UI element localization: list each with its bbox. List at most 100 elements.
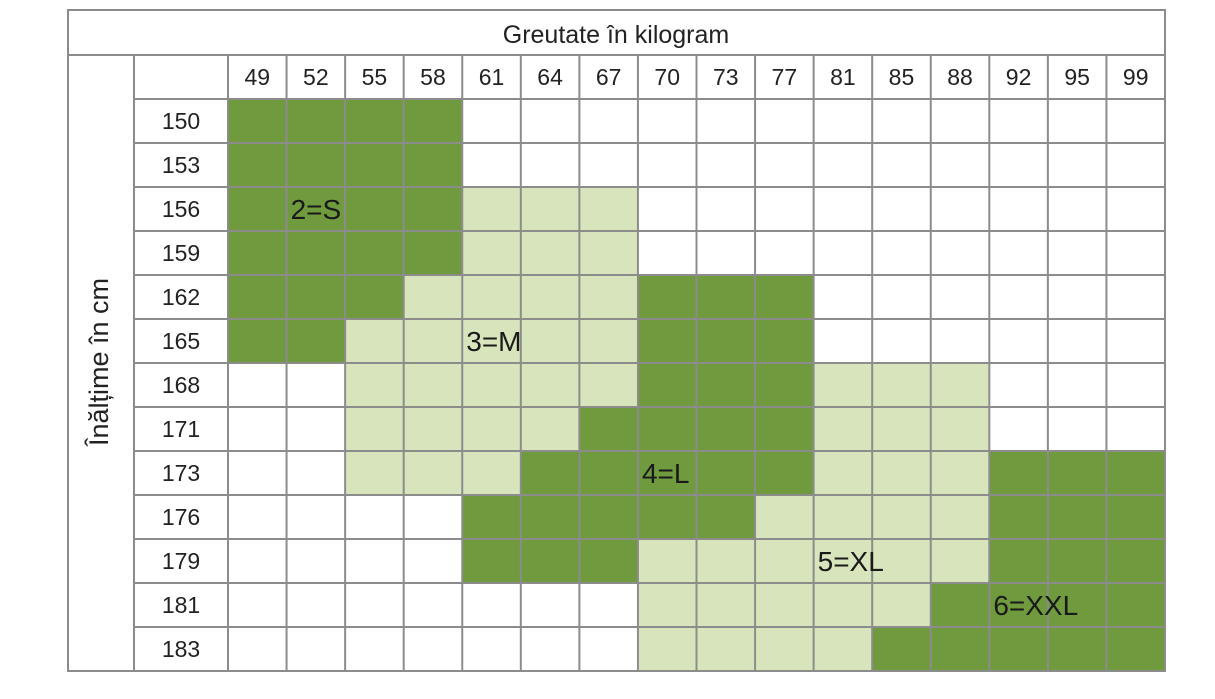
weight-tick-label: 88 — [947, 64, 973, 90]
size-cell-183-92 — [989, 627, 1048, 671]
size-cell-168-99 — [1106, 363, 1165, 407]
size-cell-153-99 — [1106, 143, 1165, 187]
size-cell-156-73 — [696, 187, 756, 231]
size-cell-168-81 — [813, 363, 873, 407]
height-tick-label: 181 — [162, 592, 200, 618]
size-cell-162-64 — [520, 275, 580, 319]
size-cell-173-55 — [345, 451, 404, 495]
size-cell-150-77 — [755, 99, 814, 143]
height-tick-label: 162 — [162, 284, 200, 310]
weight-tick-label: 77 — [772, 64, 798, 90]
size-cell-183-85 — [872, 627, 931, 671]
chart-title: Greutate în kilogram — [503, 21, 730, 49]
size-cell-162-58 — [403, 275, 463, 319]
size-cell-156-49 — [228, 187, 287, 231]
size-cell-165-70 — [637, 319, 697, 363]
size-cell-162-88 — [930, 275, 990, 319]
size-cell-181-95 — [1047, 583, 1107, 627]
size-cell-173-61 — [462, 451, 521, 495]
weight-tick-label: 67 — [596, 64, 622, 90]
weight-tick-label: 92 — [1006, 64, 1032, 90]
size-cell-171-64 — [520, 407, 580, 451]
size-cell-156-88 — [930, 187, 990, 231]
size-cell-159-81 — [813, 231, 873, 275]
size-cell-171-70 — [637, 407, 697, 451]
size-cell-162-52 — [286, 275, 346, 319]
size-cell-150-85 — [872, 99, 931, 143]
size-cell-173-85 — [872, 451, 931, 495]
size-cell-176-49 — [228, 495, 287, 539]
size-cell-173-88 — [930, 451, 990, 495]
size-cell-171-49 — [228, 407, 287, 451]
size-cell-183-61 — [462, 627, 521, 671]
size-cell-176-92 — [989, 495, 1048, 539]
size-cell-171-61 — [462, 407, 521, 451]
weight-tick-label: 52 — [303, 64, 329, 90]
size-cell-156-58 — [403, 187, 463, 231]
size-cell-181-73 — [696, 583, 756, 627]
size-cell-168-52 — [286, 363, 346, 407]
size-cell-179-61 — [462, 539, 521, 583]
size-cell-150-49 — [228, 99, 287, 143]
size-cell-181-52 — [286, 583, 346, 627]
y-axis-label: Înălțime în cm — [83, 278, 114, 447]
weight-tick-label: 55 — [362, 64, 388, 90]
size-cell-168-95 — [1047, 363, 1107, 407]
weight-tick-label: 81 — [830, 64, 856, 90]
size-cell-173-95 — [1047, 451, 1107, 495]
weight-tick-label: 95 — [1064, 64, 1090, 90]
size-cell-176-67 — [579, 495, 638, 539]
size-cell-183-99 — [1106, 627, 1165, 671]
size-cell-165-95 — [1047, 319, 1107, 363]
size-cell-162-95 — [1047, 275, 1107, 319]
size-cell-165-73 — [696, 319, 756, 363]
weight-tick-label: 73 — [713, 64, 739, 90]
size-cell-171-99 — [1106, 407, 1165, 451]
size-cell-162-49 — [228, 275, 287, 319]
size-cell-153-61 — [462, 143, 521, 187]
size-cell-168-88 — [930, 363, 990, 407]
size-cell-156-81 — [813, 187, 873, 231]
size-cell-150-55 — [345, 99, 404, 143]
size-cell-153-58 — [403, 143, 463, 187]
size-cell-179-73 — [696, 539, 756, 583]
size-cell-181-49 — [228, 583, 287, 627]
size-cell-176-55 — [345, 495, 404, 539]
weight-tick-label: 49 — [244, 64, 270, 90]
size-cell-168-58 — [403, 363, 463, 407]
size-cell-162-85 — [872, 275, 931, 319]
size-cell-150-61 — [462, 99, 521, 143]
size-cell-183-58 — [403, 627, 463, 671]
size-cell-171-92 — [989, 407, 1048, 451]
size-cell-183-77 — [755, 627, 814, 671]
size-cell-176-61 — [462, 495, 521, 539]
size-cell-156-61 — [462, 187, 521, 231]
size-cell-165-49 — [228, 319, 287, 363]
size-cell-156-67 — [579, 187, 638, 231]
size-cell-150-70 — [637, 99, 697, 143]
size-cell-171-85 — [872, 407, 931, 451]
weight-tick-label: 61 — [479, 64, 505, 90]
weight-tick-label: 99 — [1123, 64, 1149, 90]
size-cell-181-81 — [813, 583, 873, 627]
size-cell-181-70 — [637, 583, 697, 627]
size-cell-171-88 — [930, 407, 990, 451]
height-tick-label: 173 — [162, 460, 200, 486]
size-cell-176-73 — [696, 495, 756, 539]
size-cell-165-77 — [755, 319, 814, 363]
size-cell-153-73 — [696, 143, 756, 187]
size-cell-176-99 — [1106, 495, 1165, 539]
size-cell-165-61 — [462, 319, 521, 363]
weight-tick-label: 85 — [889, 64, 915, 90]
size-cell-156-77 — [755, 187, 814, 231]
size-cell-176-77 — [755, 495, 814, 539]
size-cell-159-99 — [1106, 231, 1165, 275]
size-cell-150-92 — [989, 99, 1048, 143]
size-cell-165-88 — [930, 319, 990, 363]
size-cell-153-52 — [286, 143, 346, 187]
size-cell-183-52 — [286, 627, 346, 671]
cells-layer — [228, 99, 1165, 671]
size-cell-159-92 — [989, 231, 1048, 275]
size-cell-150-67 — [579, 99, 638, 143]
size-cell-165-64 — [520, 319, 580, 363]
